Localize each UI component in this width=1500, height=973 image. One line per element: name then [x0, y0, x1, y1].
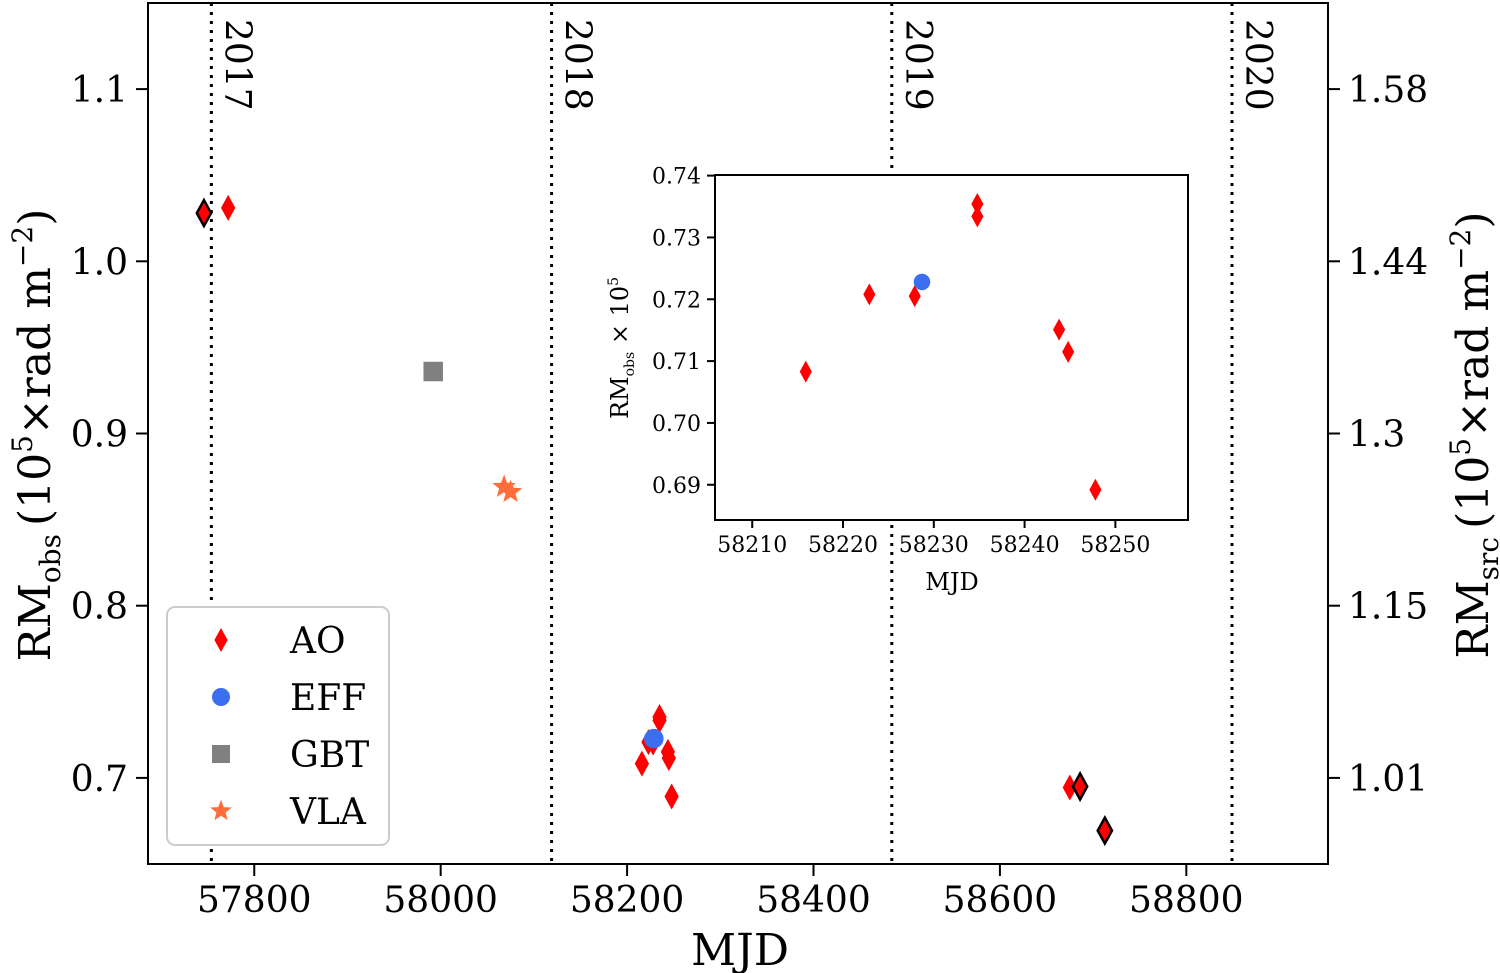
inset-x-tick-label: 58220 — [808, 533, 878, 558]
inset-ylabel-main: RM — [606, 376, 634, 419]
inset-ylabel-mid: × 10 — [606, 286, 634, 352]
inset-y-tick-label: 0.71 — [652, 350, 701, 375]
inset-x-tick-label: 58240 — [990, 533, 1060, 558]
y-tick-label: 0.9 — [71, 415, 128, 456]
inset-y-tick-label: 0.73 — [652, 226, 701, 251]
x-axis-label: MJD — [691, 925, 789, 973]
right-y-tick-label: 1.01 — [1348, 759, 1428, 800]
x-tick-label: 58400 — [756, 880, 871, 921]
right-y-tick-label: 1.15 — [1348, 587, 1428, 628]
ylabel-sub: obs — [34, 534, 67, 583]
legend-marker-gbt — [212, 745, 230, 763]
y-tick-label: 0.8 — [71, 587, 128, 628]
inset-y-tick-label: 0.74 — [652, 165, 701, 190]
data-point-eff — [644, 728, 664, 749]
inset-axes-frame — [714, 174, 1189, 521]
legend-label: VLA — [289, 792, 367, 833]
y-axis-label-left: RMobs (105×rad m−2) — [6, 209, 67, 662]
inset-data-point-ao — [971, 193, 984, 216]
inset-data-point-ao — [1053, 318, 1066, 341]
ylabel-right-sub: src — [1472, 537, 1500, 580]
legend-box — [166, 606, 390, 846]
x-tick-label: 58000 — [383, 880, 498, 921]
inset-ylabel-sub: obs — [622, 352, 638, 377]
x-tick-label: 58600 — [943, 880, 1058, 921]
year-label: 2017 — [216, 19, 257, 111]
ylabel-open: (10 — [10, 453, 61, 526]
main-axes: 2017 2018 2019 2020 57800 58000 58200 58400 5860… — [71, 2, 1428, 921]
ylabel-right-open: (10 — [1448, 456, 1499, 529]
inset-data-point-ao — [1062, 340, 1075, 363]
year-label: 2018 — [557, 19, 598, 111]
ylabel-right-sup: 5 — [1444, 438, 1477, 456]
legend: AO EFF GBT VLA — [166, 606, 390, 846]
inset-axes: 58210 58220 58230 58240 58250 0.69 0.70 0.71 0.7… — [652, 165, 1189, 558]
data-point-vla — [498, 479, 523, 502]
inset-data-point-ao — [1089, 478, 1102, 501]
legend-label: GBT — [290, 735, 369, 776]
axes-frame — [147, 2, 1329, 865]
inset-y-tick-label: 0.72 — [652, 288, 701, 313]
year-label: 2019 — [897, 19, 938, 111]
y-tick-label: 1.0 — [71, 242, 128, 283]
data-point-ao — [1096, 814, 1114, 847]
legend-label: EFF — [290, 678, 366, 719]
data-point-vla — [492, 474, 516, 497]
right-y-tick-label: 1.44 — [1348, 242, 1428, 283]
inset-y-tick-label: 0.70 — [652, 412, 701, 437]
ylabel-mid: ×rad m — [10, 267, 61, 435]
ylabel-right-close: ) — [1448, 211, 1499, 228]
legend-marker-vla — [210, 799, 232, 821]
data-point-ao — [634, 750, 650, 777]
y-tick-label: 1.1 — [71, 70, 128, 111]
inset-data-point-ao — [863, 283, 876, 306]
ylabel-close: ) — [10, 209, 61, 226]
data-point-ao — [661, 745, 676, 772]
right-y-tick-label: 1.3 — [1348, 415, 1405, 456]
ylabel-right-mid: ×rad m — [1448, 270, 1499, 438]
data-point-ao — [221, 194, 236, 221]
inset-x-tick-label: 58210 — [717, 533, 787, 558]
x-tick-label: 57800 — [197, 880, 312, 921]
y-tick-label: 0.7 — [71, 759, 128, 800]
inset-x-axis-label: MJD — [925, 568, 978, 596]
legend-label: AO — [289, 621, 346, 662]
inset-data-point-ao — [908, 285, 921, 308]
inset-x-tick-label: 58250 — [1080, 533, 1150, 558]
inset-ylabel-sup: 5 — [606, 277, 622, 286]
inset-x-tick-label: 58230 — [899, 533, 969, 558]
x-tick-label: 58800 — [1129, 880, 1244, 921]
data-point-ao — [195, 197, 213, 229]
x-tick-label: 58200 — [570, 880, 685, 921]
inset-data-point-ao — [971, 205, 984, 228]
inset-data-point-ao — [799, 360, 812, 383]
data-point-ao — [664, 783, 679, 810]
y-axis-label-right: RMsrc (105×rad m−2) — [1444, 211, 1500, 658]
data-point-ao — [652, 707, 667, 734]
inset-data-point-eff — [913, 273, 931, 291]
legend-marker-eff — [212, 688, 230, 706]
data-point-gbt — [423, 361, 443, 382]
legend-marker-ao — [214, 628, 228, 652]
year-label: 2020 — [1237, 19, 1278, 111]
inset-y-tick-label: 0.69 — [652, 474, 701, 499]
inset-y-axis-label: RMobs × 105 — [606, 277, 638, 419]
ylabel-right-sup2: −2 — [1444, 229, 1477, 270]
right-y-tick-label: 1.58 — [1348, 70, 1428, 111]
data-point-ao — [1071, 770, 1089, 803]
ylabel-main: RM — [10, 583, 61, 661]
ylabel-right-main: RM — [1448, 580, 1499, 658]
inset-plot-background — [715, 175, 1188, 520]
ylabel-sup: 5 — [6, 435, 39, 453]
data-point-ao — [1062, 774, 1077, 801]
ylabel-sup2: −2 — [6, 226, 39, 267]
